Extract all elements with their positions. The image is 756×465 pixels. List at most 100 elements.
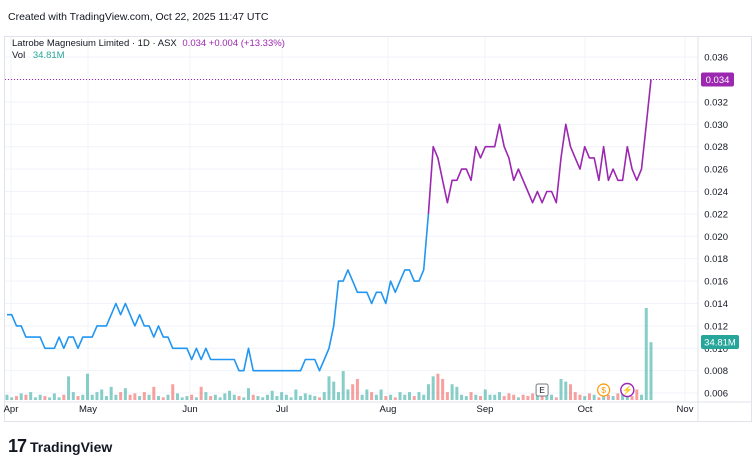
volume-bar xyxy=(351,384,355,400)
volume-bar xyxy=(303,393,307,400)
volume-bar xyxy=(180,397,184,400)
chart-frame[interactable] xyxy=(4,36,752,422)
y-tick-label: 0.012 xyxy=(704,321,728,332)
y-tick-label: 0.010 xyxy=(704,344,728,355)
volume-bar xyxy=(516,397,520,400)
volume-bar xyxy=(483,389,487,400)
news-icon[interactable] xyxy=(620,382,635,398)
y-tick-label: 0.018 xyxy=(704,254,728,265)
earnings-icon[interactable] xyxy=(535,383,549,397)
volume-bar xyxy=(403,394,407,400)
volume-bar xyxy=(436,373,440,400)
volume-bar xyxy=(336,392,340,400)
volume-bar xyxy=(104,396,108,400)
volume-bar xyxy=(284,394,288,400)
volume-bar xyxy=(237,396,241,400)
volume-bar xyxy=(408,392,411,400)
volume-bar xyxy=(365,389,369,400)
footer: 17 TradingView xyxy=(0,430,756,465)
volume-bar xyxy=(48,397,52,400)
volume-bar xyxy=(360,394,364,400)
volume-bar xyxy=(640,394,644,400)
last-price-badge[interactable] xyxy=(701,72,734,87)
volume-bar xyxy=(38,394,42,400)
y-tick-label: 0.032 xyxy=(704,97,728,108)
volume-bar xyxy=(493,394,497,400)
volume-bar xyxy=(43,396,47,400)
volume-bar xyxy=(133,393,137,400)
volume-bar xyxy=(507,393,511,400)
volume-bar xyxy=(412,396,416,400)
y-tick-label: 0.008 xyxy=(704,366,728,377)
y-tick-label: 0.024 xyxy=(704,187,728,198)
x-tick-label: Oct xyxy=(578,404,593,415)
legend-volume-row[interactable]: Vol 34.81M xyxy=(12,50,285,62)
x-tick-label: Aug xyxy=(380,404,397,415)
x-tick-label: Sep xyxy=(477,404,494,415)
volume-bar xyxy=(521,394,525,400)
volume-bar xyxy=(294,389,298,400)
volume-bar xyxy=(161,397,165,400)
volume-bar xyxy=(24,394,28,400)
volume-bar xyxy=(76,396,80,400)
x-tick-label: May xyxy=(79,404,97,415)
volume-bar xyxy=(289,397,293,400)
dividend-icon[interactable] xyxy=(597,383,611,397)
tradingview-logo[interactable]: 17 TradingView xyxy=(8,436,112,457)
volume-bar xyxy=(450,384,454,400)
volume-bar xyxy=(611,396,615,400)
y-tick-label: 0.030 xyxy=(704,120,728,131)
volume-bar xyxy=(57,397,61,400)
created-with-text: Created with TradingView.com, Oct 22, 20… xyxy=(8,11,269,23)
volume-bar xyxy=(5,394,9,400)
volume-bar xyxy=(138,396,142,400)
y-tick-label: 0.016 xyxy=(704,277,728,288)
legend-symbol-row[interactable]: Latrobe Magnesium Limited · 1D · ASX 0.0… xyxy=(12,38,285,50)
volume-bar xyxy=(29,392,33,400)
volume-bar xyxy=(142,392,146,400)
volume-bar xyxy=(261,397,265,400)
y-tick-label: 0.006 xyxy=(704,389,728,400)
last-price-label: 0.034 xyxy=(706,75,730,86)
volume-bar xyxy=(464,396,468,400)
volume-bar xyxy=(455,386,459,400)
volume-bar xyxy=(14,396,18,400)
y-tick-label: 0.014 xyxy=(704,299,728,310)
volume-bar xyxy=(398,392,402,400)
volume-bar xyxy=(474,394,478,400)
legend-volume-label: Vol xyxy=(12,50,26,61)
volume-bar xyxy=(10,397,14,400)
volume-bar xyxy=(621,392,625,400)
volume-bar xyxy=(265,394,269,400)
volume-bar xyxy=(194,397,198,400)
volume-bar xyxy=(341,371,345,400)
price-line-early[interactable] xyxy=(7,213,430,372)
volume-bar xyxy=(559,378,563,400)
volume-bar xyxy=(270,390,274,400)
volume-bar xyxy=(460,394,464,400)
news-icon-glyph: ⚡ xyxy=(622,385,633,396)
volume-bar xyxy=(19,393,23,400)
volume-bar xyxy=(540,396,544,400)
volume-bar xyxy=(441,378,445,400)
x-tick-label: Jul xyxy=(276,404,288,415)
volume-bar xyxy=(209,396,213,400)
last-volume-badge[interactable] xyxy=(701,335,739,349)
volume-bar xyxy=(512,394,516,400)
legend-symbol: Latrobe Magnesium Limited · 1D · ASX xyxy=(12,38,177,49)
legend-volume-value: 34.81M xyxy=(32,50,65,61)
volume-bar xyxy=(488,394,492,400)
price-line-late[interactable] xyxy=(427,79,652,214)
volume-bar xyxy=(355,378,359,400)
volume-bar xyxy=(526,396,530,400)
volume-bar xyxy=(166,394,170,400)
price-chart[interactable]: 0.006 0.008 0.010 0.012 0.014 0.016 0.018 0.020… xyxy=(0,0,756,430)
volume-bar xyxy=(147,394,151,400)
volume-bar xyxy=(62,394,66,400)
volume-bar xyxy=(128,394,132,400)
volume-bar xyxy=(299,396,303,400)
volume-bar xyxy=(426,384,430,400)
volume-bar xyxy=(199,386,203,400)
volume-bar xyxy=(497,392,501,400)
volume-bar xyxy=(71,392,75,400)
